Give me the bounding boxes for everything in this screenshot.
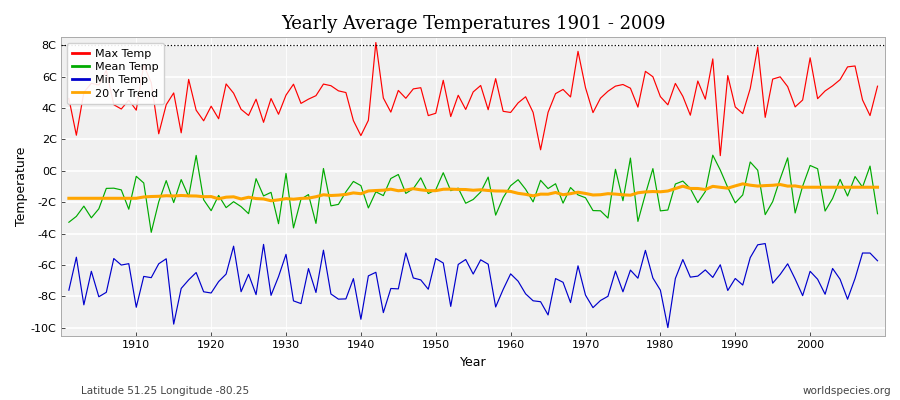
Text: Latitude 51.25 Longitude -80.25: Latitude 51.25 Longitude -80.25 [81,386,249,396]
Text: worldspecies.org: worldspecies.org [803,386,891,396]
X-axis label: Year: Year [460,356,487,369]
Legend: Max Temp, Mean Temp, Min Temp, 20 Yr Trend: Max Temp, Mean Temp, Min Temp, 20 Yr Tre… [67,43,164,104]
Y-axis label: Temperature: Temperature [15,147,28,226]
Title: Yearly Average Temperatures 1901 - 2009: Yearly Average Temperatures 1901 - 2009 [281,15,665,33]
